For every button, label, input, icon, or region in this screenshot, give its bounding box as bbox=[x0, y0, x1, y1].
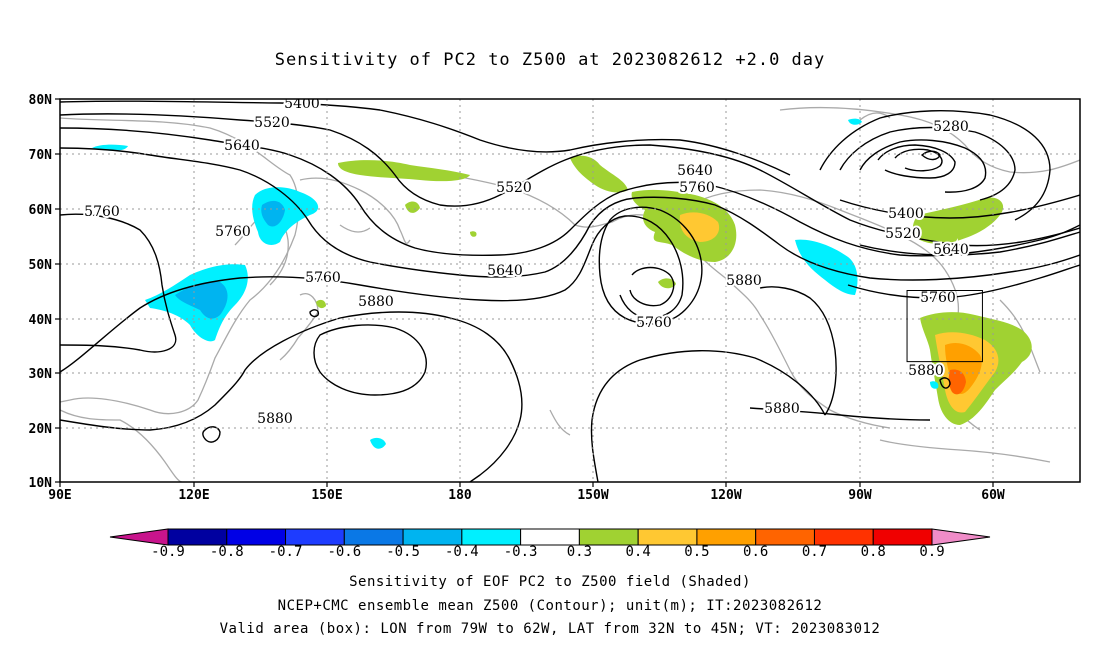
colorbar-label: 0.9 bbox=[919, 544, 944, 560]
contour-label: 5640 bbox=[933, 242, 969, 258]
lon-label: 60W bbox=[981, 488, 1005, 503]
lon-label: 120E bbox=[178, 488, 209, 503]
contour-label: 5760 bbox=[84, 204, 120, 220]
contour-label: 5760 bbox=[305, 270, 341, 286]
lat-label: 70N bbox=[29, 148, 53, 163]
colorbar-label: 0.5 bbox=[684, 544, 709, 560]
contour-label: 5400 bbox=[284, 96, 320, 112]
colorbar-box bbox=[461, 528, 522, 546]
colorbar-label: -0.4 bbox=[445, 544, 479, 560]
colorbar-box bbox=[520, 528, 580, 546]
contour-label: 5880 bbox=[257, 411, 293, 427]
colorbar-box bbox=[813, 528, 874, 546]
contour-label: 5640 bbox=[487, 263, 523, 279]
colorbar-high-arrow bbox=[931, 528, 991, 546]
lon-label: 90W bbox=[848, 488, 872, 503]
contour-label: 5880 bbox=[726, 273, 762, 289]
contour-label: 5880 bbox=[358, 294, 394, 310]
footer-line-1: Sensitivity of EOF PC2 to Z500 field (Sh… bbox=[349, 574, 751, 590]
contour-label: 5880 bbox=[764, 401, 800, 417]
colorbar-box bbox=[226, 528, 287, 546]
colorbar-box bbox=[755, 528, 815, 546]
colorbar-box bbox=[696, 528, 757, 546]
colorbar-box bbox=[402, 528, 463, 546]
colorbar-label: 0.3 bbox=[567, 544, 592, 560]
colorbar: -0.9 -0.8 -0.7 -0.6 -0.5 -0.4 -0.3 0.3 0.4 0.5 0.6… bbox=[109, 528, 991, 560]
contour-label: 5760 bbox=[636, 315, 672, 331]
latitude-labels: 80N 70N 60N 50N 40N 30N 20N 10N bbox=[29, 93, 53, 491]
lat-label: 50N bbox=[29, 258, 53, 273]
lat-label: 60N bbox=[29, 203, 53, 218]
z500-contours bbox=[60, 100, 1080, 482]
colorbar-label: -0.5 bbox=[386, 544, 420, 560]
lon-label: 120W bbox=[710, 488, 741, 503]
colorbar-box bbox=[578, 528, 639, 546]
colorbar-label: -0.3 bbox=[504, 544, 538, 560]
lat-label: 30N bbox=[29, 367, 53, 382]
plot-frame bbox=[59, 98, 1081, 483]
grid-lines bbox=[60, 99, 1080, 482]
longitude-labels: 90E 120E 150E 180 150W 120W 90W 60W bbox=[48, 488, 1005, 503]
contour-label: 5640 bbox=[677, 163, 713, 179]
contour-label: 5520 bbox=[885, 226, 921, 242]
coastlines bbox=[60, 106, 1080, 482]
contour-labels: 5400 5520 5640 5760 5760 5760 5880 5520 … bbox=[82, 96, 971, 429]
lat-label: 80N bbox=[29, 93, 53, 108]
colorbar-label: -0.8 bbox=[210, 544, 244, 560]
colorbar-label: 0.4 bbox=[626, 544, 651, 560]
sensitivity-shading bbox=[92, 118, 1032, 449]
footer-line-3: Valid area (box): LON from 79W to 62W, L… bbox=[219, 621, 881, 637]
colorbar-label: 0.8 bbox=[861, 544, 886, 560]
lat-label: 20N bbox=[29, 422, 53, 437]
contour-label: 5760 bbox=[920, 290, 956, 306]
contour-label: 5880 bbox=[908, 363, 944, 379]
lon-label: 150E bbox=[311, 488, 342, 503]
lon-label: 90E bbox=[48, 488, 71, 503]
colorbar-label: 0.6 bbox=[743, 544, 768, 560]
colorbar-label: -0.7 bbox=[269, 544, 303, 560]
colorbar-box bbox=[872, 528, 933, 546]
contour-label: 5640 bbox=[224, 138, 260, 154]
lon-label: 180 bbox=[448, 488, 472, 503]
lon-label: 150W bbox=[577, 488, 608, 503]
lat-label: 10N bbox=[29, 476, 53, 491]
tick-marks bbox=[55, 98, 994, 487]
valid-area-box bbox=[906, 290, 983, 363]
colorbar-low-arrow bbox=[109, 528, 169, 546]
lat-label: 40N bbox=[29, 313, 53, 328]
colorbar-label: 0.7 bbox=[802, 544, 827, 560]
contour-label: 5760 bbox=[679, 180, 715, 196]
colorbar-box bbox=[285, 528, 345, 546]
contour-label: 5520 bbox=[496, 180, 532, 196]
footer-line-2: NCEP+CMC ensemble mean Z500 (Contour); u… bbox=[277, 598, 823, 614]
contour-label: 5400 bbox=[888, 206, 924, 222]
chart-title: Sensitivity of PC2 to Z500 at 2023082612… bbox=[274, 50, 826, 70]
colorbar-box bbox=[167, 528, 228, 546]
colorbar-label: -0.9 bbox=[151, 544, 185, 560]
contour-label: 5280 bbox=[933, 119, 969, 135]
colorbar-label: -0.6 bbox=[327, 544, 361, 560]
contour-label: 5520 bbox=[254, 115, 290, 131]
colorbar-box bbox=[637, 528, 698, 546]
contour-label: 5760 bbox=[215, 224, 251, 240]
colorbar-box bbox=[343, 528, 404, 546]
